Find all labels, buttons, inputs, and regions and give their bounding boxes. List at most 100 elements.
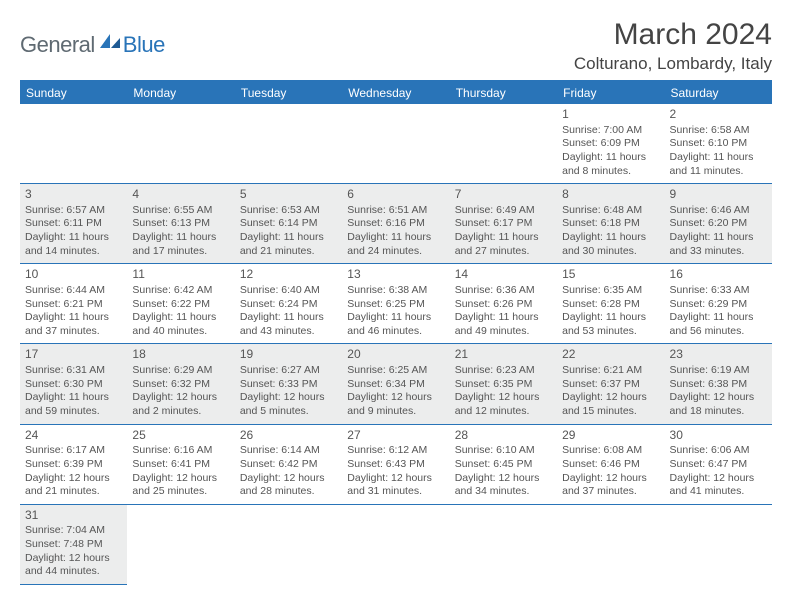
daylight1-text: Daylight: 12 hours	[455, 472, 552, 486]
daylight2-text: and 18 minutes.	[670, 405, 767, 419]
sunset-text: Sunset: 6:42 PM	[240, 458, 337, 472]
sunset-text: Sunset: 6:21 PM	[25, 298, 122, 312]
col-mon: Monday	[127, 81, 234, 104]
calendar-day-cell: 2Sunrise: 6:58 AMSunset: 6:10 PMDaylight…	[665, 104, 772, 184]
sunrise-text: Sunrise: 6:23 AM	[455, 364, 552, 378]
calendar-week-row: 24Sunrise: 6:17 AMSunset: 6:39 PMDayligh…	[20, 424, 772, 504]
calendar-week-row: 3Sunrise: 6:57 AMSunset: 6:11 PMDaylight…	[20, 184, 772, 264]
logo: General Blue	[20, 32, 165, 58]
daylight1-text: Daylight: 12 hours	[562, 391, 659, 405]
daylight1-text: Daylight: 12 hours	[562, 472, 659, 486]
sunset-text: Sunset: 6:16 PM	[347, 217, 444, 231]
daylight1-text: Daylight: 12 hours	[240, 472, 337, 486]
daylight1-text: Daylight: 11 hours	[670, 231, 767, 245]
daylight1-text: Daylight: 11 hours	[562, 231, 659, 245]
col-tue: Tuesday	[235, 81, 342, 104]
daylight2-text: and 15 minutes.	[562, 405, 659, 419]
daylight2-text: and 34 minutes.	[455, 485, 552, 499]
sunrise-text: Sunrise: 6:58 AM	[670, 124, 767, 138]
daylight1-text: Daylight: 11 hours	[455, 231, 552, 245]
sunset-text: Sunset: 6:09 PM	[562, 137, 659, 151]
page-header: General Blue March 2024 Colturano, Lomba…	[20, 18, 772, 74]
daylight2-text: and 12 minutes.	[455, 405, 552, 419]
sunset-text: Sunset: 6:22 PM	[132, 298, 229, 312]
calendar-day-cell	[235, 104, 342, 184]
sunrise-text: Sunrise: 6:08 AM	[562, 444, 659, 458]
sunrise-text: Sunrise: 6:46 AM	[670, 204, 767, 218]
daylight2-text: and 33 minutes.	[670, 245, 767, 259]
daylight2-text: and 37 minutes.	[25, 325, 122, 339]
sunset-text: Sunset: 6:18 PM	[562, 217, 659, 231]
sunset-text: Sunset: 6:13 PM	[132, 217, 229, 231]
sunset-text: Sunset: 6:41 PM	[132, 458, 229, 472]
sunrise-text: Sunrise: 6:36 AM	[455, 284, 552, 298]
day-number: 18	[132, 347, 229, 363]
sunset-text: Sunset: 6:39 PM	[25, 458, 122, 472]
calendar-day-cell: 11Sunrise: 6:42 AMSunset: 6:22 PMDayligh…	[127, 264, 234, 344]
col-sun: Sunday	[20, 81, 127, 104]
daylight2-text: and 56 minutes.	[670, 325, 767, 339]
sunset-text: Sunset: 6:35 PM	[455, 378, 552, 392]
sunrise-text: Sunrise: 6:16 AM	[132, 444, 229, 458]
daylight1-text: Daylight: 11 hours	[25, 311, 122, 325]
daylight1-text: Daylight: 12 hours	[240, 391, 337, 405]
calendar-day-cell: 31Sunrise: 7:04 AMSunset: 7:48 PMDayligh…	[20, 504, 127, 584]
calendar-day-cell: 14Sunrise: 6:36 AMSunset: 6:26 PMDayligh…	[450, 264, 557, 344]
sunset-text: Sunset: 6:29 PM	[670, 298, 767, 312]
daylight2-text: and 5 minutes.	[240, 405, 337, 419]
calendar-day-cell: 15Sunrise: 6:35 AMSunset: 6:28 PMDayligh…	[557, 264, 664, 344]
calendar-day-cell: 9Sunrise: 6:46 AMSunset: 6:20 PMDaylight…	[665, 184, 772, 264]
daylight2-text: and 37 minutes.	[562, 485, 659, 499]
sunrise-text: Sunrise: 6:35 AM	[562, 284, 659, 298]
sunset-text: Sunset: 6:20 PM	[670, 217, 767, 231]
daylight2-text: and 14 minutes.	[25, 245, 122, 259]
daylight2-text: and 59 minutes.	[25, 405, 122, 419]
daylight2-text: and 44 minutes.	[25, 565, 122, 579]
header-row: Sunday Monday Tuesday Wednesday Thursday…	[20, 81, 772, 104]
logo-text-general: General	[20, 32, 95, 58]
day-number: 30	[670, 428, 767, 444]
daylight1-text: Daylight: 11 hours	[670, 311, 767, 325]
calendar-day-cell: 7Sunrise: 6:49 AMSunset: 6:17 PMDaylight…	[450, 184, 557, 264]
col-thu: Thursday	[450, 81, 557, 104]
sunset-text: Sunset: 6:10 PM	[670, 137, 767, 151]
daylight2-text: and 9 minutes.	[347, 405, 444, 419]
day-number: 6	[347, 187, 444, 203]
daylight2-text: and 21 minutes.	[240, 245, 337, 259]
sunrise-text: Sunrise: 6:25 AM	[347, 364, 444, 378]
sunrise-text: Sunrise: 6:29 AM	[132, 364, 229, 378]
day-number: 15	[562, 267, 659, 283]
sunrise-text: Sunrise: 6:42 AM	[132, 284, 229, 298]
sunset-text: Sunset: 6:11 PM	[25, 217, 122, 231]
col-wed: Wednesday	[342, 81, 449, 104]
month-title: March 2024	[574, 18, 772, 52]
day-number: 7	[455, 187, 552, 203]
sunrise-text: Sunrise: 6:06 AM	[670, 444, 767, 458]
calendar-day-cell	[450, 504, 557, 584]
daylight1-text: Daylight: 11 hours	[25, 391, 122, 405]
sunset-text: Sunset: 6:17 PM	[455, 217, 552, 231]
calendar-day-cell: 5Sunrise: 6:53 AMSunset: 6:14 PMDaylight…	[235, 184, 342, 264]
day-number: 19	[240, 347, 337, 363]
daylight1-text: Daylight: 12 hours	[670, 472, 767, 486]
day-number: 1	[562, 107, 659, 123]
col-fri: Friday	[557, 81, 664, 104]
sunrise-text: Sunrise: 6:19 AM	[670, 364, 767, 378]
sunrise-text: Sunrise: 6:55 AM	[132, 204, 229, 218]
daylight1-text: Daylight: 12 hours	[132, 391, 229, 405]
logo-text-blue: Blue	[123, 32, 165, 58]
daylight2-text: and 2 minutes.	[132, 405, 229, 419]
calendar-day-cell: 8Sunrise: 6:48 AMSunset: 6:18 PMDaylight…	[557, 184, 664, 264]
calendar-day-cell: 13Sunrise: 6:38 AMSunset: 6:25 PMDayligh…	[342, 264, 449, 344]
daylight1-text: Daylight: 12 hours	[347, 472, 444, 486]
daylight2-text: and 24 minutes.	[347, 245, 444, 259]
daylight1-text: Daylight: 12 hours	[455, 391, 552, 405]
calendar-day-cell: 28Sunrise: 6:10 AMSunset: 6:45 PMDayligh…	[450, 424, 557, 504]
sunrise-text: Sunrise: 6:38 AM	[347, 284, 444, 298]
sunset-text: Sunset: 6:26 PM	[455, 298, 552, 312]
sunrise-text: Sunrise: 6:49 AM	[455, 204, 552, 218]
sunrise-text: Sunrise: 6:57 AM	[25, 204, 122, 218]
logo-sail-icon	[100, 32, 122, 53]
day-number: 9	[670, 187, 767, 203]
sunset-text: Sunset: 7:48 PM	[25, 538, 122, 552]
